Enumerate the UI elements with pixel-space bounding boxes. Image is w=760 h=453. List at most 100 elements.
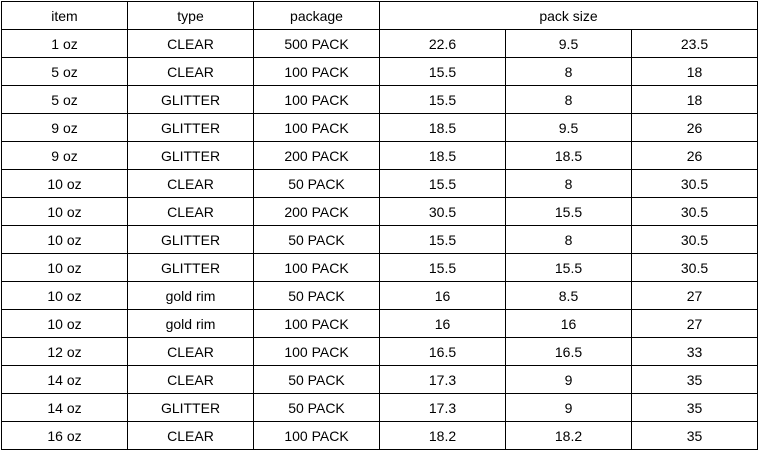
- table-cell: 50 PACK: [253, 393, 380, 422]
- table-cell: 14 oz: [1, 365, 128, 394]
- table-cell: 12 oz: [1, 337, 128, 366]
- table-cell: 100 PACK: [253, 113, 380, 142]
- table-cell: 10 oz: [1, 169, 128, 198]
- table-cell: 100 PACK: [253, 337, 380, 366]
- table-cell: 200 PACK: [253, 141, 380, 170]
- data-row: 14 oz CLEAR 50 PACK 17.3 9 35: [1, 365, 758, 394]
- data-row: 10 oz gold rim 100 PACK 16 16 27: [1, 309, 758, 338]
- table-cell: 5 oz: [1, 85, 128, 114]
- table-cell: CLEAR: [127, 169, 254, 198]
- data-row: 10 oz CLEAR 200 PACK 30.5 15.5 30.5: [1, 197, 758, 226]
- table-cell: 16: [379, 309, 506, 338]
- table-cell: 16.5: [379, 337, 506, 366]
- table-cell: 30.5: [631, 197, 758, 226]
- table-cell: 18.2: [505, 421, 632, 450]
- data-row: 9 oz GLITTER 100 PACK 18.5 9.5 26: [1, 113, 758, 142]
- table-cell: 10 oz: [1, 197, 128, 226]
- table-cell: GLITTER: [127, 393, 254, 422]
- data-row: 9 oz GLITTER 200 PACK 18.5 18.5 26: [1, 141, 758, 170]
- table-cell: 10 oz: [1, 225, 128, 254]
- table-cell: 16: [505, 309, 632, 338]
- table-cell: 27: [631, 309, 758, 338]
- table-cell: gold rim: [127, 281, 254, 310]
- table-cell: 10 oz: [1, 309, 128, 338]
- table-cell: 14 oz: [1, 393, 128, 422]
- data-row: 10 oz GLITTER 100 PACK 15.5 15.5 30.5: [1, 253, 758, 282]
- table-cell: 50 PACK: [253, 365, 380, 394]
- table-cell: 9.5: [505, 29, 632, 58]
- table-cell: 18.2: [379, 421, 506, 450]
- table-cell: 33: [631, 337, 758, 366]
- table-cell: 9: [505, 365, 632, 394]
- table-cell: 18: [631, 57, 758, 86]
- table-cell: 8: [505, 57, 632, 86]
- table-cell: 9 oz: [1, 141, 128, 170]
- header-cell: type: [127, 1, 254, 30]
- table-cell: 500 PACK: [253, 29, 380, 58]
- table-cell: 10 oz: [1, 253, 128, 282]
- table-cell: gold rim: [127, 309, 254, 338]
- table-cell: GLITTER: [127, 253, 254, 282]
- table-cell: CLEAR: [127, 421, 254, 450]
- table-cell: CLEAR: [127, 29, 254, 58]
- table-cell: 30.5: [631, 253, 758, 282]
- data-row: 10 oz GLITTER 50 PACK 15.5 8 30.5: [1, 225, 758, 254]
- table-cell: 18.5: [505, 141, 632, 170]
- table-cell: CLEAR: [127, 365, 254, 394]
- data-row: 1 oz CLEAR 500 PACK 22.6 9.5 23.5: [1, 29, 758, 58]
- table-cell: 30.5: [379, 197, 506, 226]
- table-cell: 1 oz: [1, 29, 128, 58]
- table-cell: 22.6: [379, 29, 506, 58]
- table-cell: 26: [631, 141, 758, 170]
- table-cell: 17.3: [379, 365, 506, 394]
- table-cell: 15.5: [379, 57, 506, 86]
- table-cell: 8: [505, 169, 632, 198]
- data-row: 5 oz GLITTER 100 PACK 15.5 8 18: [1, 85, 758, 114]
- data-row: 5 oz CLEAR 100 PACK 15.5 8 18: [1, 57, 758, 86]
- table-cell: 15.5: [505, 253, 632, 282]
- table-cell: 8.5: [505, 281, 632, 310]
- table-cell: 35: [631, 365, 758, 394]
- table-cell: 17.3: [379, 393, 506, 422]
- table-cell: 16 oz: [1, 421, 128, 450]
- table-cell: 100 PACK: [253, 85, 380, 114]
- table-cell: 200 PACK: [253, 197, 380, 226]
- table-cell: 18: [631, 85, 758, 114]
- table-cell: GLITTER: [127, 85, 254, 114]
- table-cell: GLITTER: [127, 225, 254, 254]
- data-row: 14 oz GLITTER 50 PACK 17.3 9 35: [1, 393, 758, 422]
- table-cell: 23.5: [631, 29, 758, 58]
- table-cell: GLITTER: [127, 113, 254, 142]
- table-cell: CLEAR: [127, 57, 254, 86]
- table-cell: 18.5: [379, 141, 506, 170]
- header-cell: item: [1, 1, 128, 30]
- data-row: 16 oz CLEAR 100 PACK 18.2 18.2 35: [1, 421, 758, 450]
- table-cell: 35: [631, 393, 758, 422]
- data-row: 12 oz CLEAR 100 PACK 16.5 16.5 33: [1, 337, 758, 366]
- table-cell: 18.5: [379, 113, 506, 142]
- data-row: 10 oz CLEAR 50 PACK 15.5 8 30.5: [1, 169, 758, 198]
- table-cell: GLITTER: [127, 141, 254, 170]
- table-cell: 100 PACK: [253, 57, 380, 86]
- table-cell: 16: [379, 281, 506, 310]
- table-cell: 30.5: [631, 169, 758, 198]
- table-cell: 9: [505, 393, 632, 422]
- table-cell: 100 PACK: [253, 421, 380, 450]
- table-cell: 15.5: [505, 197, 632, 226]
- table-cell: 15.5: [379, 169, 506, 198]
- table-cell: 8: [505, 225, 632, 254]
- table-cell: 50 PACK: [253, 169, 380, 198]
- table-cell: 100 PACK: [253, 253, 380, 282]
- table-cell: 26: [631, 113, 758, 142]
- table-cell: 8: [505, 85, 632, 114]
- table-cell: 15.5: [379, 225, 506, 254]
- table-cell: 100 PACK: [253, 309, 380, 338]
- table-cell: 5 oz: [1, 57, 128, 86]
- table-cell: 50 PACK: [253, 225, 380, 254]
- table-cell: 15.5: [379, 85, 506, 114]
- table-cell: 16.5: [505, 337, 632, 366]
- table-cell: 50 PACK: [253, 281, 380, 310]
- table-cell: 10 oz: [1, 281, 128, 310]
